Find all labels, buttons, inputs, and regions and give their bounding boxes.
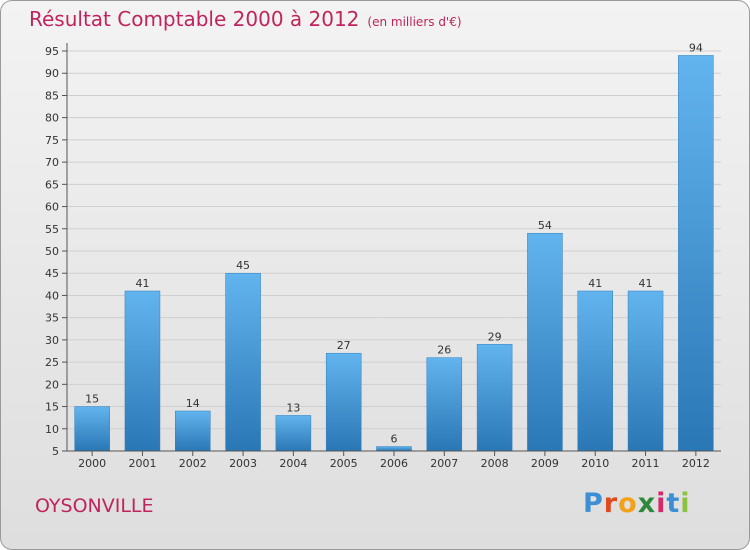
y-tick-label: 15 — [45, 401, 59, 414]
bar-2003 — [225, 272, 261, 452]
x-tick-label: 2010 — [581, 457, 609, 470]
y-tick-label: 45 — [45, 267, 59, 280]
y-tick-label: 40 — [45, 289, 59, 302]
bar-2011 — [627, 290, 664, 452]
x-tick-label: 2000 — [78, 457, 106, 470]
y-tick-label: 75 — [45, 134, 59, 147]
bar-value-label: 94 — [689, 41, 703, 54]
x-tick-label: 2001 — [128, 457, 156, 470]
grid-lines — [67, 50, 721, 452]
logo-letter: x — [637, 488, 657, 519]
y-tick-label: 35 — [45, 312, 59, 325]
bar-2005 — [325, 352, 362, 452]
bar-value-label: 29 — [488, 330, 502, 343]
bar-2004 — [275, 415, 312, 452]
y-tick-label: 85 — [45, 89, 59, 102]
chart-subtitle: (en milliers d'€) — [367, 15, 462, 29]
logo-letter: o — [618, 488, 638, 519]
logo-letter: t — [666, 488, 681, 519]
chart-title: Résultat Comptable 2000 à 2012 (en millie… — [29, 7, 462, 31]
x-tick-label: 2012 — [682, 457, 710, 470]
bar-value-label: 13 — [286, 401, 300, 414]
y-tick-label: 30 — [45, 334, 59, 347]
x-tick-label: 2007 — [430, 457, 458, 470]
bar-value-label: 41 — [639, 277, 653, 290]
bar-2002 — [175, 410, 211, 452]
x-tick-label: 2009 — [531, 457, 559, 470]
y-tick-label: 5 — [52, 445, 59, 458]
y-tick-label: 20 — [45, 378, 59, 391]
bar-2000 — [74, 406, 110, 452]
bar-value-label: 41 — [588, 277, 602, 290]
logo-letter: r — [603, 488, 619, 519]
bar-value-label: 41 — [135, 277, 149, 290]
y-tick-label: 80 — [45, 112, 59, 125]
y-tick-label: 55 — [45, 223, 59, 236]
bar-2006 — [376, 446, 412, 452]
bar-2007 — [426, 357, 463, 452]
bar-2010 — [577, 290, 613, 452]
y-tick-label: 95 — [45, 45, 59, 58]
y-tick-label: 50 — [45, 245, 59, 258]
chart-title-text: Résultat Comptable 2000 à 2012 — [29, 7, 360, 31]
x-tick-label: 2003 — [229, 457, 257, 470]
y-tick-label: 90 — [45, 67, 59, 80]
logo-letter: i — [656, 488, 667, 519]
bar-value-label: 27 — [337, 339, 351, 352]
y-tick-label: 60 — [45, 201, 59, 214]
y-tick-label: 70 — [45, 156, 59, 169]
x-tick-label: 2004 — [279, 457, 307, 470]
bar-value-label: 15 — [85, 393, 99, 406]
bars: 15 41 14 45 13 27 6 26 29 54 41 41 94 — [74, 41, 714, 452]
bar-2008 — [476, 344, 513, 452]
bar-value-label: 45 — [236, 259, 250, 272]
y-tick-label: 10 — [45, 423, 59, 436]
bar-2012 — [678, 55, 714, 452]
bar-value-label: 6 — [391, 433, 398, 446]
logo-letter: i — [680, 488, 691, 519]
commune-name: OYSONVILLE — [35, 495, 154, 517]
bar-value-label: 26 — [437, 344, 451, 357]
bar-2009 — [527, 232, 563, 452]
x-tick-label: 2006 — [380, 457, 408, 470]
x-tick-label: 2005 — [330, 457, 358, 470]
x-tick-label: 2008 — [481, 457, 509, 470]
bar-value-label: 54 — [538, 219, 552, 232]
axes: 5 10 15 20 25 30 35 40 45 50 55 60 65 70 75 80 85 90 95 200… — [45, 43, 721, 470]
y-tick-label: 65 — [45, 178, 59, 191]
bar-value-label: 14 — [186, 397, 200, 410]
y-tick-label: 25 — [45, 356, 59, 369]
logo-letter: P — [583, 488, 604, 519]
proxiti-logo: Proxiti — [583, 488, 691, 519]
x-tick-label: 2011 — [632, 457, 660, 470]
x-tick-label: 2002 — [179, 457, 207, 470]
bar-2001 — [124, 290, 161, 452]
